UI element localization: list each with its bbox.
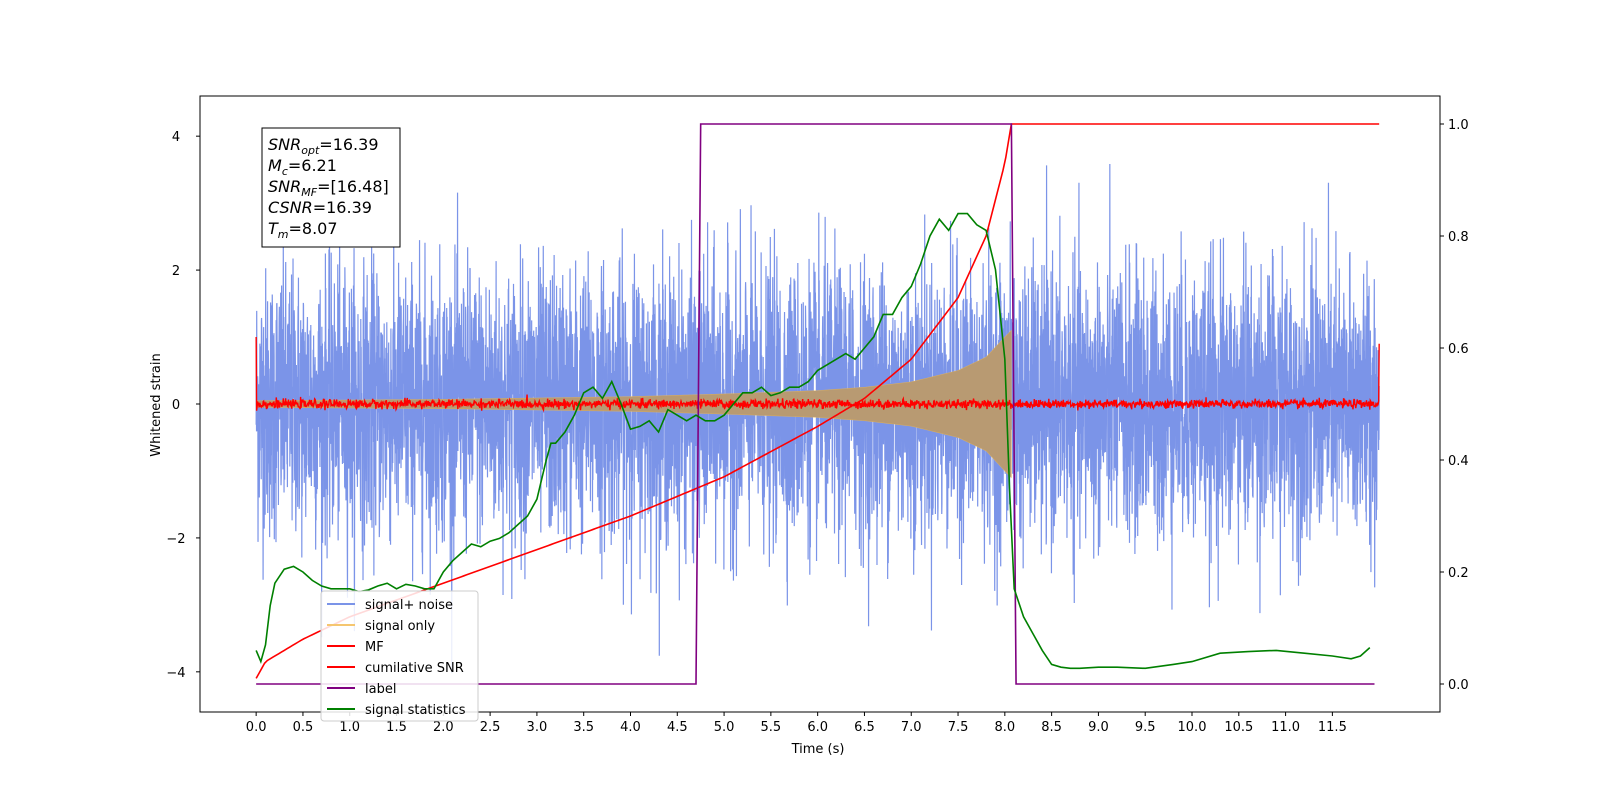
- x-tick-label: 11.0: [1271, 720, 1300, 735]
- x-tick-label: 2.5: [480, 720, 501, 735]
- stats-box-frame: [261, 127, 401, 248]
- x-tick-label: 11.5: [1318, 720, 1347, 735]
- stat-line: CSNR=16.39: [268, 198, 372, 217]
- legend: signal+ noise signal only MF cumilative SNR…: [320, 590, 479, 722]
- x-tick-label: 8.0: [994, 720, 1015, 735]
- x-tick-label: 5.5: [761, 720, 782, 735]
- y-axis-left: −4 −2 0 2 4: [166, 130, 200, 681]
- y-tick-label: 4: [172, 130, 180, 145]
- x-tick-label: 7.5: [948, 720, 969, 735]
- y2-tick-label: 0.2: [1448, 566, 1469, 581]
- y-axis-label: Whitened strain: [149, 353, 164, 456]
- x-tick-label: 8.5: [1041, 720, 1062, 735]
- x-tick-label: 9.0: [1088, 720, 1109, 735]
- x-tick-label: 6.0: [807, 720, 828, 735]
- x-axis: 0.0 0.5 1.0 1.5 2.0 2.5 3.0 3.5 4.0 4.5 5.0 5.5 6.0 6…: [246, 712, 1347, 735]
- x-tick-label: 10.0: [1178, 720, 1207, 735]
- stat-line: Tm=8.07: [268, 219, 338, 241]
- series-label-line: [256, 123, 1375, 685]
- x-tick-label: 2.0: [433, 720, 454, 735]
- x-tick-label: 0.5: [293, 720, 314, 735]
- y-tick-label: −4: [166, 666, 185, 681]
- legend-entry-label: signal only: [365, 619, 435, 634]
- x-tick-label: 7.0: [901, 720, 922, 735]
- y2-tick-label: 1.0: [1448, 118, 1469, 133]
- x-tick-label: 10.5: [1224, 720, 1253, 735]
- x-tick-label: 1.0: [339, 720, 360, 735]
- x-tick-label: 5.0: [714, 720, 735, 735]
- stat-line: Mc=6.21: [268, 156, 337, 178]
- plot-area: [255, 123, 1380, 685]
- x-tick-label: 4.0: [620, 720, 641, 735]
- y2-tick-label: 0.4: [1448, 454, 1469, 469]
- series-signal-noise-line: [255, 164, 1380, 674]
- x-tick-label: 3.0: [527, 720, 548, 735]
- legend-entry-label: signal statistics: [365, 703, 466, 718]
- series-cumulative-snr-line: [255, 123, 1380, 679]
- x-tick-label: 9.5: [1135, 720, 1156, 735]
- x-tick-label: 6.5: [854, 720, 875, 735]
- series-signal-statistics-line: [255, 212, 1371, 670]
- stat-line: SNRMF=[16.48]: [268, 177, 389, 199]
- y-tick-label: 0: [172, 398, 180, 413]
- x-tick-label: 3.5: [573, 720, 594, 735]
- series-mf-line: [255, 337, 1380, 413]
- stat-line: SNRopt=16.39: [268, 135, 379, 157]
- x-tick-label: 1.5: [386, 720, 407, 735]
- y-tick-label: −2: [166, 532, 185, 547]
- y2-tick-label: 0.8: [1448, 230, 1469, 245]
- stats-annotation-box: SNRopt=16.39Mc=6.21SNRMF=[16.48]CSNR=16.…: [261, 127, 401, 248]
- legend-entry-label: label: [365, 682, 396, 697]
- y2-tick-label: 0.0: [1448, 678, 1469, 693]
- legend-entry-label: signal+ noise: [365, 598, 453, 613]
- legend-frame: [320, 590, 479, 722]
- x-axis-label: Time (s): [791, 742, 845, 757]
- legend-entry-label: cumilative SNR: [365, 661, 464, 676]
- y-tick-label: 2: [172, 264, 180, 279]
- y2-tick-label: 0.6: [1448, 342, 1469, 357]
- legend-entry-label: MF: [365, 640, 384, 655]
- y-axis-right: 0.0 0.2 0.4 0.6 0.8 1.0: [1440, 118, 1469, 693]
- x-tick-label: 4.5: [667, 720, 688, 735]
- x-tick-label: 0.0: [246, 720, 267, 735]
